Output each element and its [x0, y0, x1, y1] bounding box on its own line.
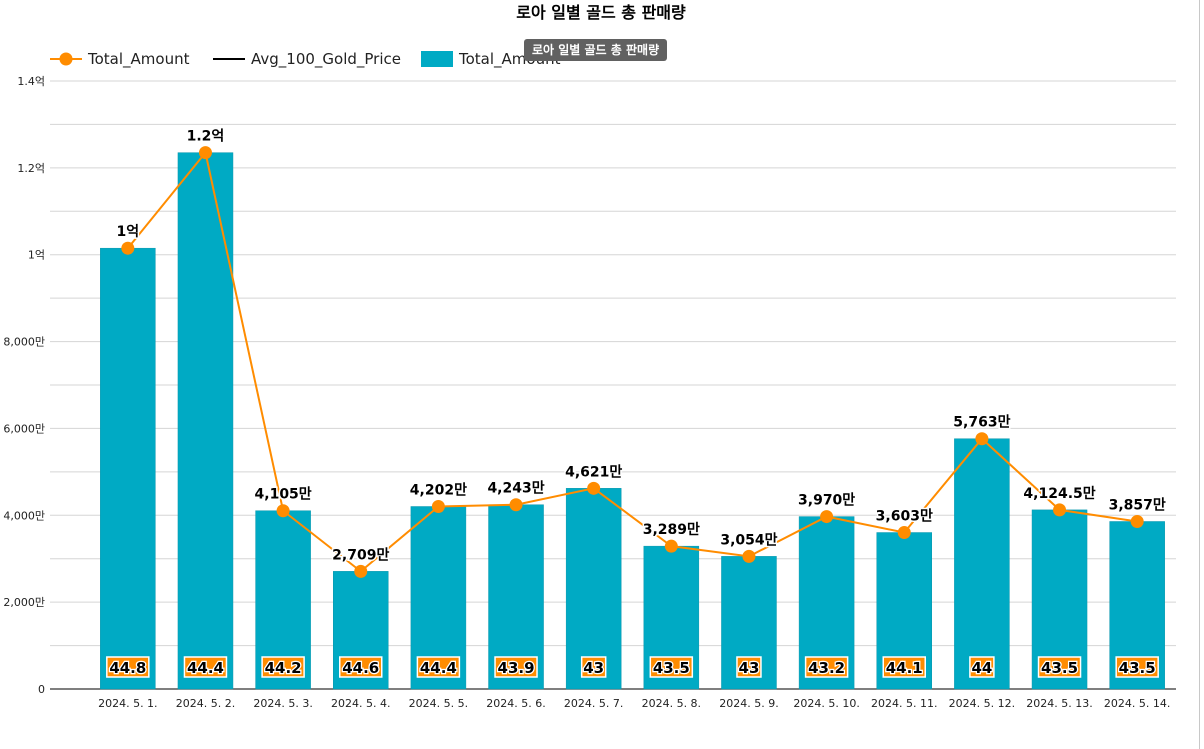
avg-price-label: 44.6 — [342, 659, 379, 677]
line-point[interactable] — [975, 432, 989, 446]
x-axis: 2024. 5. 1. 2024. 5. 2. 2024. 5. 3. 2024. 5… — [98, 697, 1170, 710]
x-tick-label: 2024. 5. 5. — [409, 697, 468, 710]
data-label: 5,763만 — [953, 415, 1010, 431]
avg-price-label: 43.5 — [1041, 659, 1078, 677]
avg-price-label-bg — [106, 656, 150, 678]
avg-price-label: 44 — [971, 659, 992, 677]
bar[interactable] — [954, 438, 1010, 690]
line-point[interactable] — [1130, 514, 1144, 528]
data-label: 1.2억 — [187, 129, 225, 145]
avg-price-label-bg — [1037, 656, 1082, 678]
y-axis: 0 2,000만 4,000만 6,000만 8,000만 1억 1.2억 1.4억 — [3, 75, 45, 696]
x-tick-label: 2024. 5. 10. — [793, 697, 859, 710]
line-point[interactable] — [121, 241, 135, 255]
data-label: 3,857만 — [1109, 497, 1166, 513]
data-label: 3,054만 — [720, 532, 777, 548]
chart-title: 로아 일별 골드 총 판매량 — [516, 3, 686, 22]
avg-price-label-bg — [261, 656, 305, 678]
avg-price-label-bg — [736, 656, 762, 678]
x-tick-label: 2024. 5. 12. — [949, 697, 1015, 710]
legend-label[interactable]: Total_Amount — [87, 50, 190, 69]
avg-price-label-bg — [339, 656, 383, 678]
avg-price-label: 44.4 — [420, 659, 457, 677]
legend-bar-icon — [421, 51, 453, 67]
data-label: 1억 — [117, 224, 140, 240]
avg-price-label-bg — [183, 656, 228, 678]
x-tick-label: 2024. 5. 13. — [1026, 697, 1092, 710]
line-point[interactable] — [587, 481, 601, 495]
chart-tooltip: 로아 일별 골드 총 판매량 — [524, 39, 668, 61]
data-label: 4,621만 — [565, 464, 622, 480]
avg-price-label-bg — [416, 656, 461, 678]
data-label: 2,709만 — [332, 547, 389, 563]
avg-price-label-bg — [969, 656, 995, 678]
data-label: 4,124.5만 — [1023, 486, 1095, 502]
line-point[interactable] — [1053, 503, 1067, 517]
avg-price-label: 44.2 — [265, 659, 302, 677]
line-point[interactable] — [820, 510, 834, 524]
avg-price-label-bg — [1115, 656, 1159, 678]
avg-price-label-bg — [494, 656, 538, 678]
y-tick-label: 0 — [38, 683, 45, 696]
data-label: 3,603만 — [876, 509, 933, 525]
avg-price-label-bg — [804, 656, 849, 678]
y-tick-label: 2,000만 — [3, 596, 45, 609]
avg-price-label: 44.4 — [187, 659, 224, 677]
legend-marker-icon — [59, 52, 73, 66]
x-tick-label: 2024. 5. 6. — [486, 697, 545, 710]
avg-price-label-bg — [649, 656, 694, 678]
x-tick-label: 2024. 5. 9. — [719, 697, 778, 710]
line-series[interactable]: 1억 1.2억 4,105만 2,709만 4,202만 4,243만 4,621만 3,28… — [115, 127, 1167, 578]
x-tick-label: 2024. 5. 8. — [642, 697, 701, 710]
avg-price-label-bg — [580, 656, 607, 678]
x-tick-label: 2024. 5. 14. — [1104, 697, 1170, 710]
bar[interactable] — [565, 488, 622, 690]
y-tick-label: 1억 — [28, 249, 45, 262]
data-label: 4,243만 — [487, 481, 544, 497]
line-point[interactable] — [664, 539, 678, 553]
avg-price-label: 43.5 — [653, 659, 690, 677]
x-tick-label: 2024. 5. 3. — [253, 697, 312, 710]
line-point[interactable] — [198, 146, 212, 160]
y-tick-label: 8,000만 — [3, 336, 45, 349]
x-tick-label: 2024. 5. 1. — [98, 697, 157, 710]
line-point[interactable] — [509, 498, 523, 512]
data-label: 3,970만 — [798, 493, 855, 509]
panel-border — [1199, 0, 1200, 749]
bar[interactable] — [100, 247, 156, 690]
chart-legend[interactable]: Total_Amount Avg_100_Gold_Price Total_Amou… — [50, 50, 561, 69]
avg-price-label: 44.8 — [109, 659, 146, 677]
data-label: 3,289만 — [643, 522, 700, 538]
avg-price-label: 43.2 — [808, 659, 845, 677]
line-point[interactable] — [431, 500, 445, 514]
y-tick-label: 4,000만 — [3, 509, 45, 522]
avg-price-label: 43.5 — [1119, 659, 1156, 677]
total-amount-line — [127, 150, 1138, 573]
avg-price-labels: 44.8 44.4 44.2 44.6 44.4 43.9 43 43.5 43 43.2 44.1… — [106, 656, 1159, 678]
data-label: 4,105만 — [255, 487, 312, 503]
x-tick-label: 2024. 5. 7. — [564, 697, 623, 710]
line-point[interactable] — [276, 504, 290, 518]
line-point[interactable] — [742, 549, 756, 563]
line-point[interactable] — [354, 564, 368, 578]
avg-price-label: 43.9 — [498, 659, 535, 677]
y-tick-label: 1.2억 — [17, 162, 45, 175]
avg-price-label: 44.1 — [886, 659, 923, 677]
y-tick-label: 6,000만 — [3, 422, 45, 435]
x-tick-label: 2024. 5. 4. — [331, 697, 390, 710]
data-label: 4,202만 — [410, 483, 467, 499]
legend-label[interactable]: Avg_100_Gold_Price — [251, 50, 401, 69]
x-tick-label: 2024. 5. 2. — [176, 697, 235, 710]
avg-price-label: 43 — [583, 659, 604, 677]
y-tick-label: 1.4억 — [17, 75, 45, 88]
avg-price-label-bg — [882, 656, 926, 678]
avg-price-label: 43 — [739, 659, 760, 677]
x-tick-label: 2024. 5. 11. — [871, 697, 937, 710]
bar[interactable] — [177, 152, 234, 690]
line-point[interactable] — [897, 526, 911, 540]
